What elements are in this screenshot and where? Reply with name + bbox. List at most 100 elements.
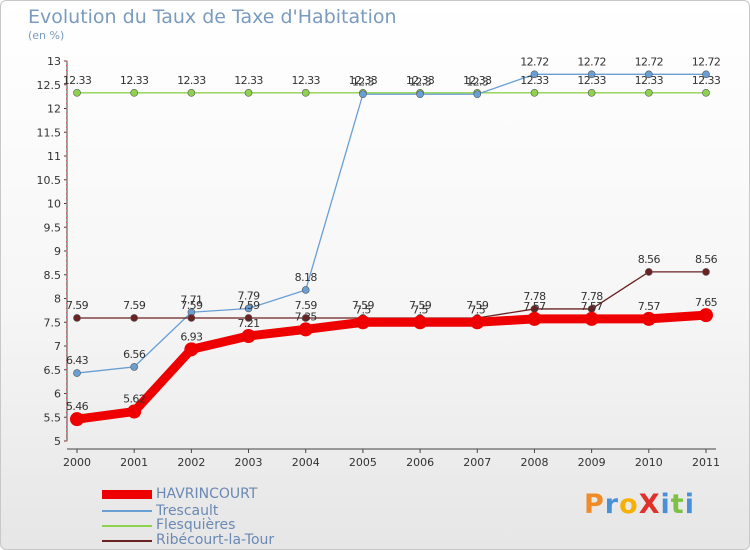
y-tick-label: 10 <box>47 198 61 211</box>
data-label: 12.33 <box>177 74 206 87</box>
series-point <box>470 315 485 330</box>
y-minor-tick <box>66 141 68 143</box>
y-minor-tick <box>66 207 68 209</box>
data-label: 12.33 <box>63 74 92 87</box>
x-tick-label: 2003 <box>235 456 263 469</box>
series-point <box>587 89 596 97</box>
y-minor-tick <box>66 241 68 242</box>
y-minor-tick <box>66 350 68 352</box>
series-point <box>587 70 596 79</box>
data-label: 12.3 <box>352 75 375 88</box>
series-point <box>130 89 138 97</box>
y-minor-tick <box>66 393 68 394</box>
y-minor-tick <box>66 312 68 314</box>
y-minor-tick <box>66 317 68 318</box>
x-tick-label: 2010 <box>635 456 663 469</box>
y-tick-label: 12.5 <box>37 79 62 92</box>
data-label: 12.33 <box>577 74 606 87</box>
data-label: 6.43 <box>66 354 89 367</box>
y-minor-tick <box>66 255 68 257</box>
y-minor-tick <box>66 226 68 228</box>
y-minor-tick <box>66 203 68 204</box>
y-minor-tick <box>66 331 68 333</box>
series-point <box>73 369 81 377</box>
y-minor-tick <box>66 74 68 76</box>
data-label: 7.57 <box>638 300 661 313</box>
y-minor-tick <box>66 369 68 371</box>
data-label: 7.59 <box>180 299 203 312</box>
series-point <box>530 89 539 97</box>
series-point <box>699 308 713 323</box>
series-line <box>76 73 707 374</box>
logo-letter: r <box>604 489 620 520</box>
x-tick-label: 2009 <box>578 456 606 469</box>
series-point <box>73 89 81 97</box>
y-minor-tick <box>66 108 68 109</box>
y-minor-tick <box>66 407 68 409</box>
y-minor-tick <box>66 426 68 428</box>
y-minor-tick <box>66 359 68 361</box>
data-label: 12.33 <box>349 74 378 87</box>
data-label: 7.78 <box>581 290 604 303</box>
y-minor-tick <box>66 245 68 247</box>
series-point <box>413 315 428 330</box>
y-minor-tick <box>66 193 68 195</box>
series-point <box>244 89 253 97</box>
data-label: 12.33 <box>406 74 435 87</box>
data-label: 7.57 <box>581 300 604 313</box>
series-point <box>127 404 142 419</box>
data-label: 7.59 <box>295 299 318 312</box>
y-minor-tick <box>66 60 68 62</box>
data-label: 7.59 <box>409 299 432 312</box>
data-label: 12.72 <box>520 55 549 68</box>
y-minor-tick <box>66 174 68 176</box>
series-point <box>702 89 710 97</box>
y-tick-label: 6.5 <box>44 364 62 377</box>
series-point <box>645 268 653 276</box>
data-label: 7.35 <box>295 310 318 323</box>
series-point <box>244 304 253 313</box>
data-label: 5.62 <box>123 393 145 406</box>
y-minor-tick <box>66 269 68 271</box>
y-minor-tick <box>66 279 68 280</box>
y-minor-tick <box>66 136 68 138</box>
series-point <box>298 322 313 337</box>
y-tick-label: 11 <box>47 150 61 163</box>
y-minor-tick <box>66 440 68 442</box>
y-minor-tick <box>66 355 68 356</box>
y-minor-tick <box>66 378 68 380</box>
y-tick-label: 5 <box>54 435 61 448</box>
y-minor-tick <box>66 307 68 309</box>
series-point <box>702 70 710 79</box>
data-label: 8.56 <box>695 253 718 266</box>
y-minor-tick <box>66 412 68 413</box>
y-minor-tick <box>66 388 68 390</box>
data-label: 7.59 <box>237 299 260 312</box>
data-label: 8.56 <box>638 253 661 266</box>
y-tick-label: 5.5 <box>44 411 62 424</box>
y-tick-label: 6 <box>54 388 61 401</box>
y-tick-label: 13 <box>47 55 61 68</box>
data-label: 12.72 <box>635 55 664 68</box>
y-minor-tick <box>66 250 68 252</box>
data-label: 8.18 <box>295 271 318 284</box>
logo-letter: X <box>638 489 661 520</box>
y-minor-tick <box>66 89 68 90</box>
y-minor-tick <box>66 364 68 366</box>
series-point <box>187 314 196 322</box>
data-label: 12.33 <box>692 74 721 87</box>
data-label: 12.72 <box>692 55 721 68</box>
y-tick-label: 11.5 <box>37 126 62 139</box>
y-minor-tick <box>66 345 68 347</box>
data-label: 12.33 <box>520 74 549 87</box>
series-point <box>241 329 256 344</box>
y-minor-tick <box>66 212 68 214</box>
y-tick-label: 9.5 <box>44 221 62 234</box>
series-point <box>70 412 84 427</box>
series-point <box>473 90 482 99</box>
data-label: 7.59 <box>352 299 375 312</box>
x-tick-label: 2001 <box>120 456 148 469</box>
y-minor-tick <box>66 326 68 328</box>
data-label: 12.33 <box>120 74 149 87</box>
